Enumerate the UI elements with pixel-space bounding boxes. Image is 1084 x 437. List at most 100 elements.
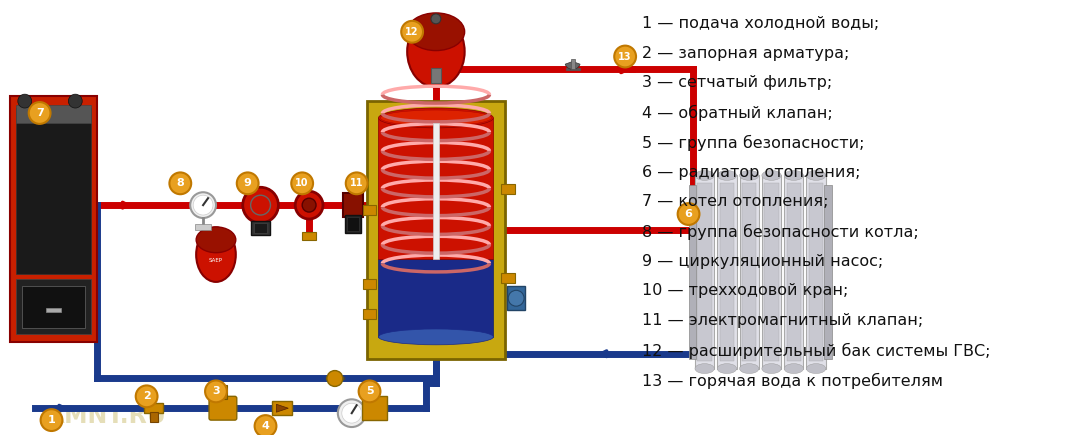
Bar: [787, 184, 801, 361]
Circle shape: [431, 14, 441, 24]
Ellipse shape: [784, 364, 803, 374]
Bar: [762, 175, 782, 368]
Text: 12 — расширительный бак системы ГВС;: 12 — расширительный бак системы ГВС;: [642, 343, 991, 359]
Ellipse shape: [739, 170, 759, 180]
Text: 7: 7: [36, 108, 43, 118]
Bar: [739, 175, 759, 368]
Bar: [343, 193, 363, 217]
Circle shape: [40, 409, 63, 431]
Ellipse shape: [806, 364, 826, 374]
Circle shape: [255, 415, 276, 437]
Wedge shape: [565, 62, 580, 69]
Text: 13 — горячая вода к потребителям: 13 — горячая вода к потребителям: [642, 373, 943, 389]
Circle shape: [678, 203, 699, 225]
Bar: [10, 96, 98, 342]
Circle shape: [295, 191, 323, 219]
Text: 5: 5: [365, 386, 373, 396]
Circle shape: [302, 198, 317, 212]
Circle shape: [338, 399, 365, 427]
Bar: [697, 184, 712, 361]
Circle shape: [236, 173, 259, 194]
Bar: [363, 309, 376, 319]
Text: 3: 3: [212, 386, 220, 396]
Ellipse shape: [408, 13, 465, 51]
Circle shape: [508, 290, 524, 306]
Bar: [22, 286, 86, 328]
Bar: [345, 215, 361, 233]
Bar: [366, 101, 505, 359]
Ellipse shape: [380, 110, 491, 126]
Text: 2: 2: [143, 391, 151, 401]
Text: SAEP: SAEP: [209, 258, 223, 263]
Circle shape: [136, 385, 157, 407]
Text: 4: 4: [261, 421, 270, 431]
Ellipse shape: [762, 170, 782, 180]
Bar: [809, 184, 823, 361]
Ellipse shape: [784, 170, 803, 180]
Text: 5 — группа безопасности;: 5 — группа безопасности;: [642, 135, 864, 151]
Bar: [378, 259, 493, 337]
Text: 2 — запорная арматура;: 2 — запорная арматура;: [642, 45, 850, 61]
Bar: [362, 396, 387, 420]
Ellipse shape: [718, 170, 737, 180]
Bar: [501, 274, 515, 283]
Ellipse shape: [718, 364, 737, 374]
Ellipse shape: [762, 364, 782, 374]
Text: 8 — группа безопасности котла;: 8 — группа безопасности котла;: [642, 224, 919, 240]
Ellipse shape: [196, 227, 236, 282]
Circle shape: [29, 102, 51, 124]
Bar: [16, 279, 91, 334]
Circle shape: [193, 195, 212, 215]
Bar: [16, 108, 91, 274]
Bar: [363, 205, 376, 215]
Text: 7 — котел отопления;: 7 — котел отопления;: [642, 194, 828, 209]
Bar: [501, 184, 515, 194]
Bar: [784, 175, 803, 368]
Text: 11: 11: [350, 178, 363, 188]
Circle shape: [359, 381, 380, 402]
Circle shape: [341, 403, 362, 423]
Circle shape: [190, 192, 216, 218]
Bar: [824, 185, 833, 359]
Circle shape: [292, 173, 313, 194]
Ellipse shape: [806, 170, 826, 180]
Circle shape: [250, 195, 271, 215]
Bar: [570, 59, 575, 69]
Circle shape: [243, 187, 279, 223]
Bar: [433, 123, 439, 259]
Text: RMNT.RU: RMNT.RU: [47, 404, 167, 428]
Bar: [363, 279, 376, 289]
Bar: [219, 385, 227, 399]
Text: 9: 9: [244, 178, 251, 188]
Circle shape: [68, 94, 82, 108]
Bar: [743, 184, 757, 361]
Text: 10: 10: [296, 178, 309, 188]
Ellipse shape: [695, 364, 714, 374]
Text: 6: 6: [685, 209, 693, 219]
Bar: [302, 232, 317, 240]
Text: 8: 8: [177, 178, 184, 188]
Bar: [16, 105, 91, 123]
Circle shape: [17, 94, 31, 108]
Bar: [195, 224, 211, 230]
Ellipse shape: [378, 329, 493, 345]
Bar: [507, 286, 525, 310]
Circle shape: [169, 173, 191, 194]
Bar: [347, 217, 359, 231]
Ellipse shape: [378, 108, 493, 128]
Text: 9 — циркуляционный насос;: 9 — циркуляционный насос;: [642, 253, 883, 269]
Circle shape: [346, 173, 367, 194]
Bar: [431, 69, 441, 83]
Bar: [46, 308, 62, 312]
FancyBboxPatch shape: [209, 396, 236, 420]
Bar: [695, 175, 714, 368]
Bar: [720, 184, 734, 361]
Ellipse shape: [695, 170, 714, 180]
Ellipse shape: [196, 227, 236, 253]
Ellipse shape: [408, 16, 465, 87]
Text: 4 — обратный клапан;: 4 — обратный клапан;: [642, 105, 833, 121]
Text: 11 — электромагнитный клапан;: 11 — электромагнитный клапан;: [642, 313, 924, 328]
Circle shape: [205, 381, 227, 402]
Bar: [272, 401, 293, 415]
Text: 12: 12: [405, 27, 418, 37]
